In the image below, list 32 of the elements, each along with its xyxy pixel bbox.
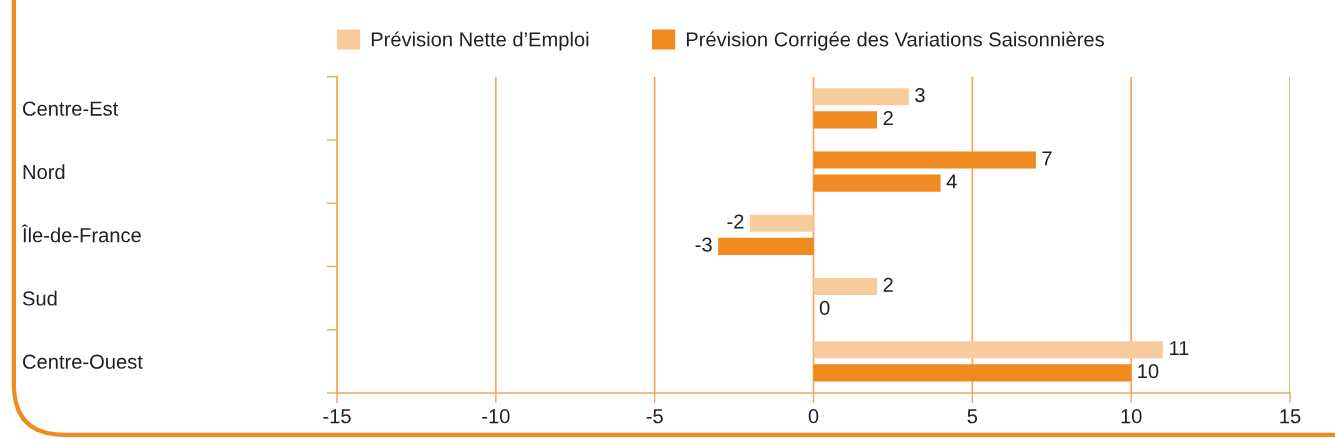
x-tick-label: 5: [967, 409, 978, 424]
legend-label: Prévision Nette d’Emploi: [371, 31, 589, 51]
y-tick-label: Centre-Ouest: [23, 354, 143, 369]
data-label: -2: [727, 214, 744, 229]
x-tick-label: 15: [1280, 409, 1301, 424]
bar: [813, 174, 941, 192]
bar: [813, 111, 878, 129]
data-label: 3: [915, 87, 925, 103]
legend-label: Prévision Corrigée des Variations Saisonnières: [686, 31, 1104, 51]
x-tick-label: -15: [323, 409, 351, 424]
data-label: -3: [695, 237, 712, 252]
data-label: 11: [1170, 341, 1189, 356]
bar: [749, 214, 814, 232]
y-tick-label: Centre-Est: [23, 101, 119, 116]
bar: [813, 88, 909, 106]
data-label: 2: [883, 111, 893, 126]
y-tick-label: Île-de-France: [21, 224, 141, 243]
data-label: 10: [1138, 364, 1159, 379]
bar: [718, 237, 814, 255]
x-tick-label: -10: [482, 409, 510, 424]
data-label: 2: [883, 277, 893, 292]
x-tick-label: -5: [646, 409, 663, 424]
bar: [813, 278, 878, 296]
bar: [813, 341, 1163, 359]
x-tick-label: 10: [1121, 409, 1142, 424]
data-label: 4: [946, 174, 957, 189]
data-label: 0: [819, 300, 830, 316]
bar: [813, 364, 1132, 382]
data-label: 7: [1042, 151, 1052, 166]
y-tick-label: Nord: [23, 164, 65, 180]
y-tick-label: Sud: [22, 290, 57, 306]
x-tick-label: 0: [808, 409, 819, 424]
